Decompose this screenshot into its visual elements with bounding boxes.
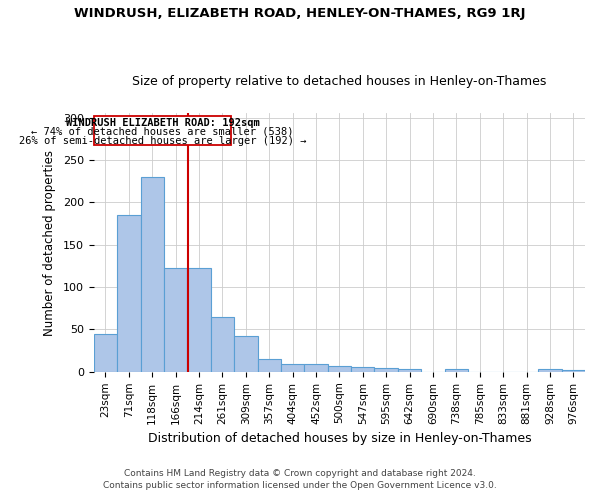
Text: WINDRUSH ELIZABETH ROAD: 192sqm: WINDRUSH ELIZABETH ROAD: 192sqm: [65, 118, 259, 128]
Text: Contains HM Land Registry data © Crown copyright and database right 2024.
Contai: Contains HM Land Registry data © Crown c…: [103, 468, 497, 490]
Bar: [538, 370, 562, 372]
Bar: [304, 364, 328, 372]
Bar: [164, 268, 187, 372]
Bar: [398, 370, 421, 372]
Bar: [351, 366, 374, 372]
Bar: [374, 368, 398, 372]
Text: 26% of semi-detached houses are larger (192) →: 26% of semi-detached houses are larger (…: [19, 136, 306, 146]
X-axis label: Distribution of detached houses by size in Henley-on-Thames: Distribution of detached houses by size …: [148, 432, 531, 445]
Text: ← 74% of detached houses are smaller (538): ← 74% of detached houses are smaller (53…: [31, 127, 293, 137]
Bar: [281, 364, 304, 372]
Bar: [234, 336, 257, 372]
Bar: [257, 359, 281, 372]
Bar: [562, 370, 585, 372]
Bar: [94, 334, 117, 372]
Bar: [187, 268, 211, 372]
Bar: [211, 316, 234, 372]
Bar: [445, 370, 468, 372]
Title: Size of property relative to detached houses in Henley-on-Thames: Size of property relative to detached ho…: [132, 76, 547, 88]
Y-axis label: Number of detached properties: Number of detached properties: [43, 150, 56, 336]
Bar: [117, 215, 140, 372]
Bar: [140, 177, 164, 372]
Bar: [94, 116, 230, 144]
Bar: [328, 366, 351, 372]
Text: WINDRUSH, ELIZABETH ROAD, HENLEY-ON-THAMES, RG9 1RJ: WINDRUSH, ELIZABETH ROAD, HENLEY-ON-THAM…: [74, 8, 526, 20]
